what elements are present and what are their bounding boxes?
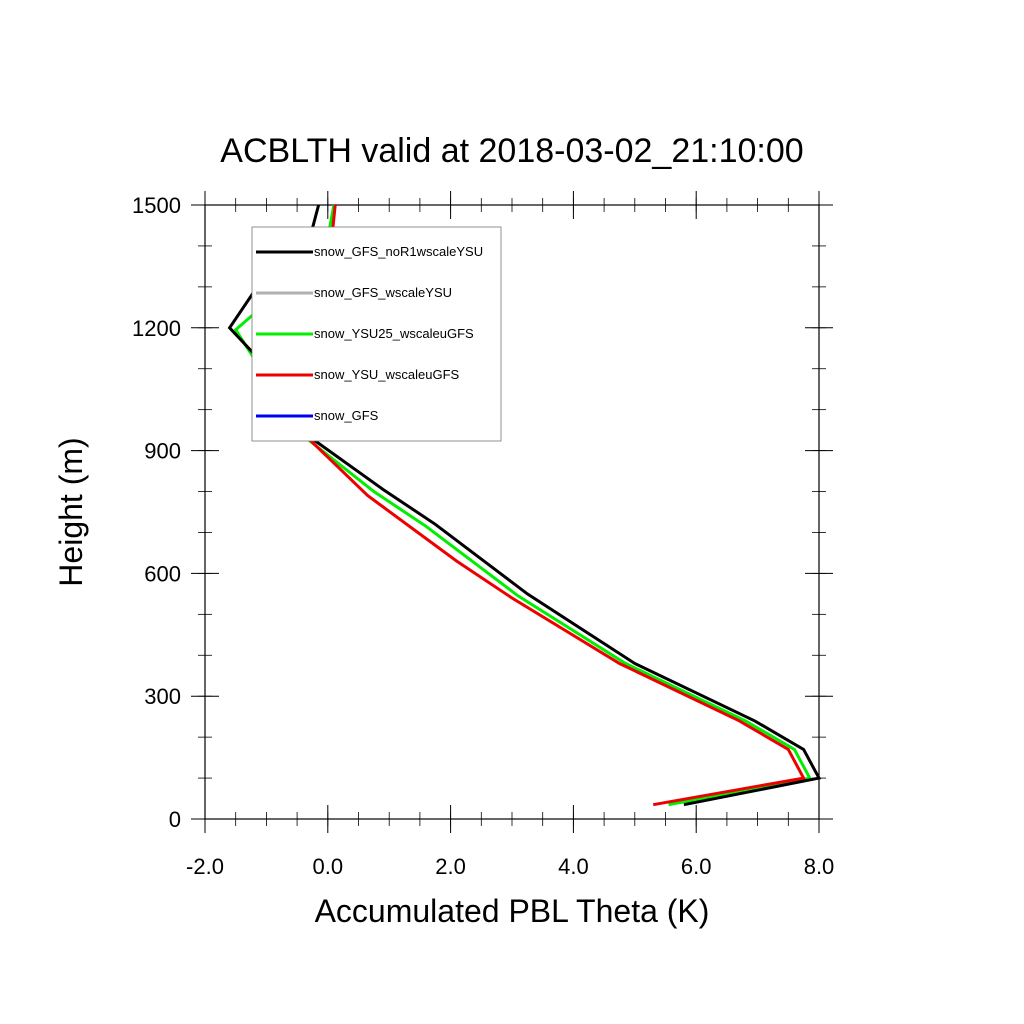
y-tick-label: 1200 xyxy=(132,316,181,341)
chart-title: ACBLTH valid at 2018-03-02_21:10:00 xyxy=(220,132,803,170)
x-tick-label: 2.0 xyxy=(435,854,466,879)
legend-label: snow_GFS_wscaleYSU xyxy=(314,285,452,300)
y-tick-label: 1500 xyxy=(132,193,181,218)
legend-label: snow_GFS_noR1wscaleYSU xyxy=(314,244,483,259)
y-tick-label: 900 xyxy=(144,439,181,464)
x-tick-label: 0.0 xyxy=(313,854,344,879)
x-tick-label: 4.0 xyxy=(558,854,589,879)
y-tick-label: 0 xyxy=(169,807,181,832)
legend-label: snow_YSU25_wscaleuGFS xyxy=(314,326,474,341)
legend-label: snow_GFS xyxy=(314,408,379,423)
x-axis-label: Accumulated PBL Theta (K) xyxy=(315,893,710,929)
y-axis-label: Height (m) xyxy=(53,437,89,586)
y-tick-label: 600 xyxy=(144,561,181,586)
axis-ticks: -2.0 0.0 2.0 4.0 6.0 8.0 0 300 600 900 1200 1500 xyxy=(132,191,834,879)
x-tick-label: 8.0 xyxy=(804,854,835,879)
legend: snow_GFS_noR1wscaleYSU snow_GFS_wscaleYSU… xyxy=(251,226,502,442)
y-tick-label: 300 xyxy=(144,684,181,709)
x-tick-label: 6.0 xyxy=(681,854,712,879)
legend-label: snow_YSU_wscaleuGFS xyxy=(314,367,460,382)
x-tick-label: -2.0 xyxy=(186,854,224,879)
